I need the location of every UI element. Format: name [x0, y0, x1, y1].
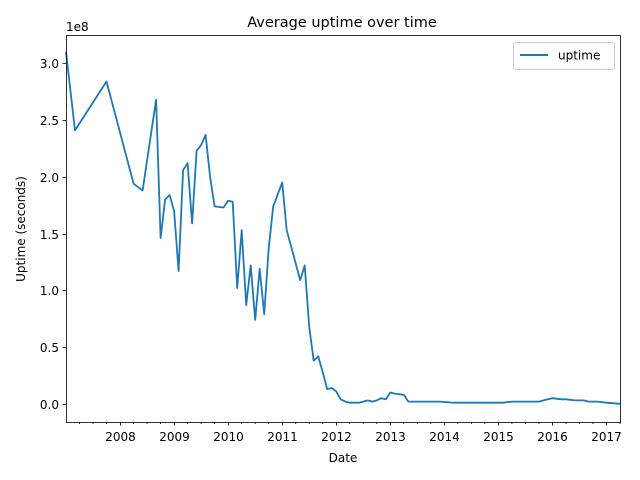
x-tick-label: 2016: [537, 430, 568, 444]
chart-title: Average uptime over time: [247, 15, 437, 31]
y-tick-label: 1.0: [40, 284, 59, 298]
x-tick-label: 2011: [267, 430, 298, 444]
legend-box: [513, 42, 615, 70]
y-tick-label: 2.0: [40, 171, 59, 185]
x-tick-label: 2013: [375, 430, 406, 444]
y-tick-label: 3.0: [40, 57, 59, 71]
y-tick-label: 2.5: [40, 114, 59, 128]
y-tick-label: 1.5: [40, 228, 59, 242]
series-layer: [65, 51, 621, 405]
y-tick-label: 0.5: [40, 341, 59, 355]
x-tick-label: 2010: [213, 430, 244, 444]
y-axis-scale-label: 1e8: [66, 20, 89, 34]
plot-area-frame: [66, 35, 621, 423]
x-tick-label: 2008: [105, 430, 136, 444]
legend-label-uptime: uptime: [558, 49, 600, 63]
y-axis-label: Uptime (seconds): [14, 176, 28, 282]
legend: uptime: [513, 42, 615, 70]
x-axis-label: Date: [329, 451, 358, 465]
y-tick-label: 0.0: [40, 398, 59, 412]
x-tick-label: 2009: [159, 430, 190, 444]
x-tick-label: 2014: [429, 430, 460, 444]
axis-ticks: 0.0 0.5 1.0 1.5 2.0 2.5 3.0 2008 2009 2010 2011 201…: [40, 57, 622, 444]
x-tick-label: 2015: [483, 430, 514, 444]
x-tick-label: 2012: [321, 430, 352, 444]
x-tick-label: 2017: [591, 430, 622, 444]
series-line-uptime: [65, 51, 621, 405]
